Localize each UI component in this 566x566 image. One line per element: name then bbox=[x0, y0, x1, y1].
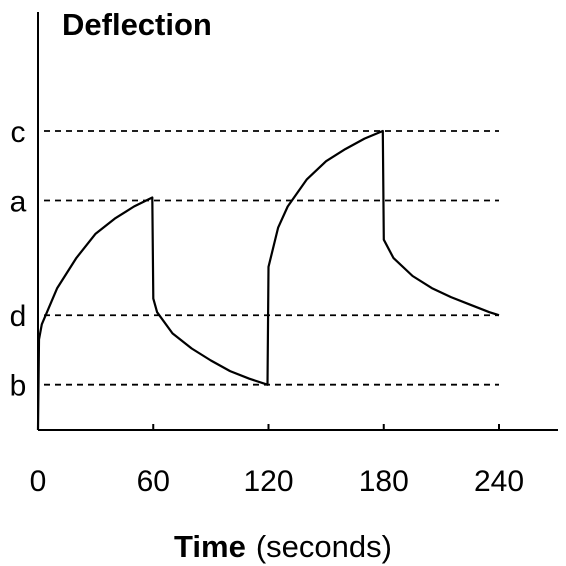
level-labels: c a d b bbox=[10, 116, 27, 403]
y-axis-title: Deflection bbox=[62, 7, 212, 42]
x-tick-label: 120 bbox=[243, 465, 293, 498]
x-axis-title-unit: (seconds) bbox=[256, 529, 392, 564]
series-line-0 bbox=[36, 129, 500, 431]
x-axis-title-main: Time bbox=[174, 529, 246, 564]
series-group bbox=[36, 129, 500, 431]
level-label-d: d bbox=[10, 300, 27, 333]
reference-lines bbox=[44, 130, 499, 386]
x-axis-title: Time (seconds) bbox=[174, 529, 392, 564]
level-label-b: b bbox=[10, 370, 27, 403]
x-tick-label: 240 bbox=[474, 465, 524, 498]
x-tick-label: 180 bbox=[359, 465, 409, 498]
x-ticks: 0 60 120 180 240 bbox=[30, 424, 524, 498]
x-tick-label: 60 bbox=[137, 465, 170, 498]
x-tick-label: 0 bbox=[30, 465, 47, 498]
level-label-a: a bbox=[10, 185, 27, 218]
level-label-c: c bbox=[11, 116, 26, 149]
